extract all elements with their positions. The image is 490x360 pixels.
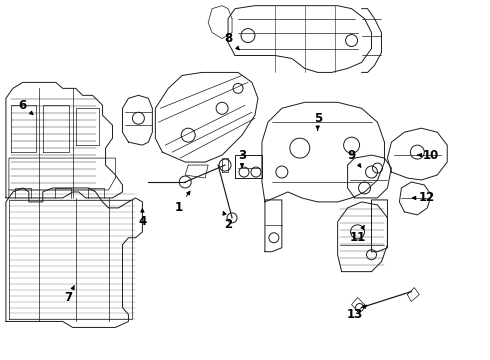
Text: 1: 1 (174, 191, 190, 215)
Text: 3: 3 (238, 149, 246, 167)
Text: 7: 7 (65, 285, 74, 304)
Text: 13: 13 (346, 305, 367, 321)
Text: 6: 6 (19, 99, 33, 114)
Text: 11: 11 (349, 226, 366, 244)
Text: 8: 8 (224, 32, 239, 50)
Text: 12: 12 (413, 192, 436, 204)
Text: 4: 4 (138, 209, 147, 228)
Text: 2: 2 (223, 212, 232, 231)
Text: 10: 10 (417, 149, 440, 162)
Text: 5: 5 (314, 112, 322, 130)
Text: 9: 9 (347, 149, 361, 167)
